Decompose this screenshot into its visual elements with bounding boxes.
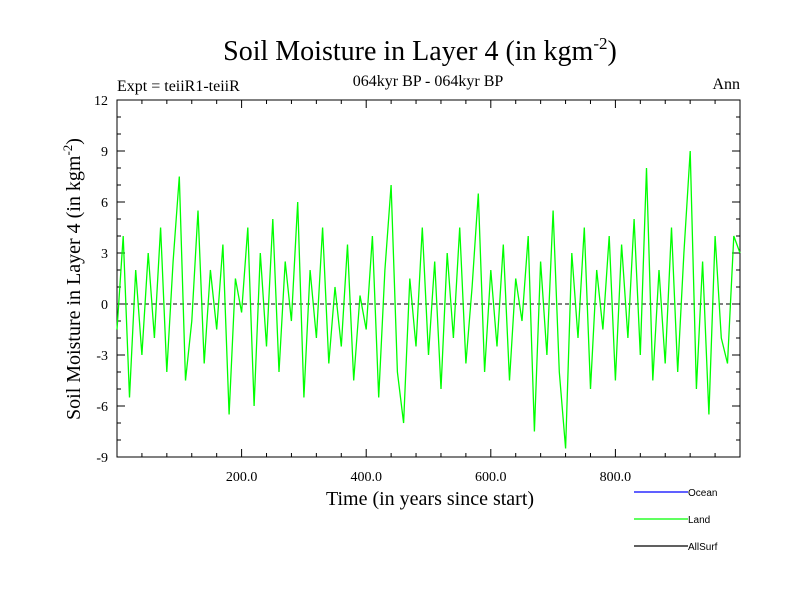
x-tick-label: 400.0 [350,470,382,485]
chart-title-end: ) [608,36,617,67]
legend-label-ocean: Ocean [688,488,717,499]
y-tick-label: 12 [94,94,108,109]
legend: Ocean Land AllSurf [634,488,718,553]
chart-title-sup: -2 [593,34,607,53]
y-axis-label: Soil Moisture in Layer 4 (in kgm-2) [60,138,85,420]
chart-title-main: Soil Moisture in Layer 4 (in kgm [223,36,593,67]
y-tick-label: -6 [96,400,108,415]
x-tick-label: 600.0 [475,470,507,485]
x-tick-label: 200.0 [226,470,258,485]
y-axis-label-sup: -2 [60,145,75,156]
y-tick-label: -3 [96,349,108,364]
y-tick-label: 9 [101,145,108,160]
axis-tick-labels: -9 -6 -3 0 3 6 9 12 200.0 400.0 600.0 800.0 [94,94,631,485]
series-group [116,150,741,449]
x-axis-label: Time (in years since start) [326,488,534,510]
legend-label-allsurf: AllSurf [688,542,718,553]
y-tick-label: 6 [101,196,108,211]
y-tick-label: 0 [101,298,108,313]
y-axis-label-end: ) [63,138,85,145]
chart-title: Soil Moisture in Layer 4 (in kgm-2) [223,34,617,67]
chart-subtitle: 064kyr BP - 064kyr BP [353,73,504,90]
y-tick-label: 3 [101,247,108,262]
expt-label: Expt = teiiR1-teiiR [117,78,240,95]
legend-label-land: Land [688,515,710,526]
y-axis-label-main: Soil Moisture in Layer 4 (in kgm [63,155,85,420]
plot-frame [116,99,741,458]
axis-ticks [117,99,740,458]
series-line-land [116,150,741,449]
y-tick-label: -9 [96,451,108,466]
x-tick-label: 800.0 [600,470,632,485]
season-label: Ann [712,76,740,93]
